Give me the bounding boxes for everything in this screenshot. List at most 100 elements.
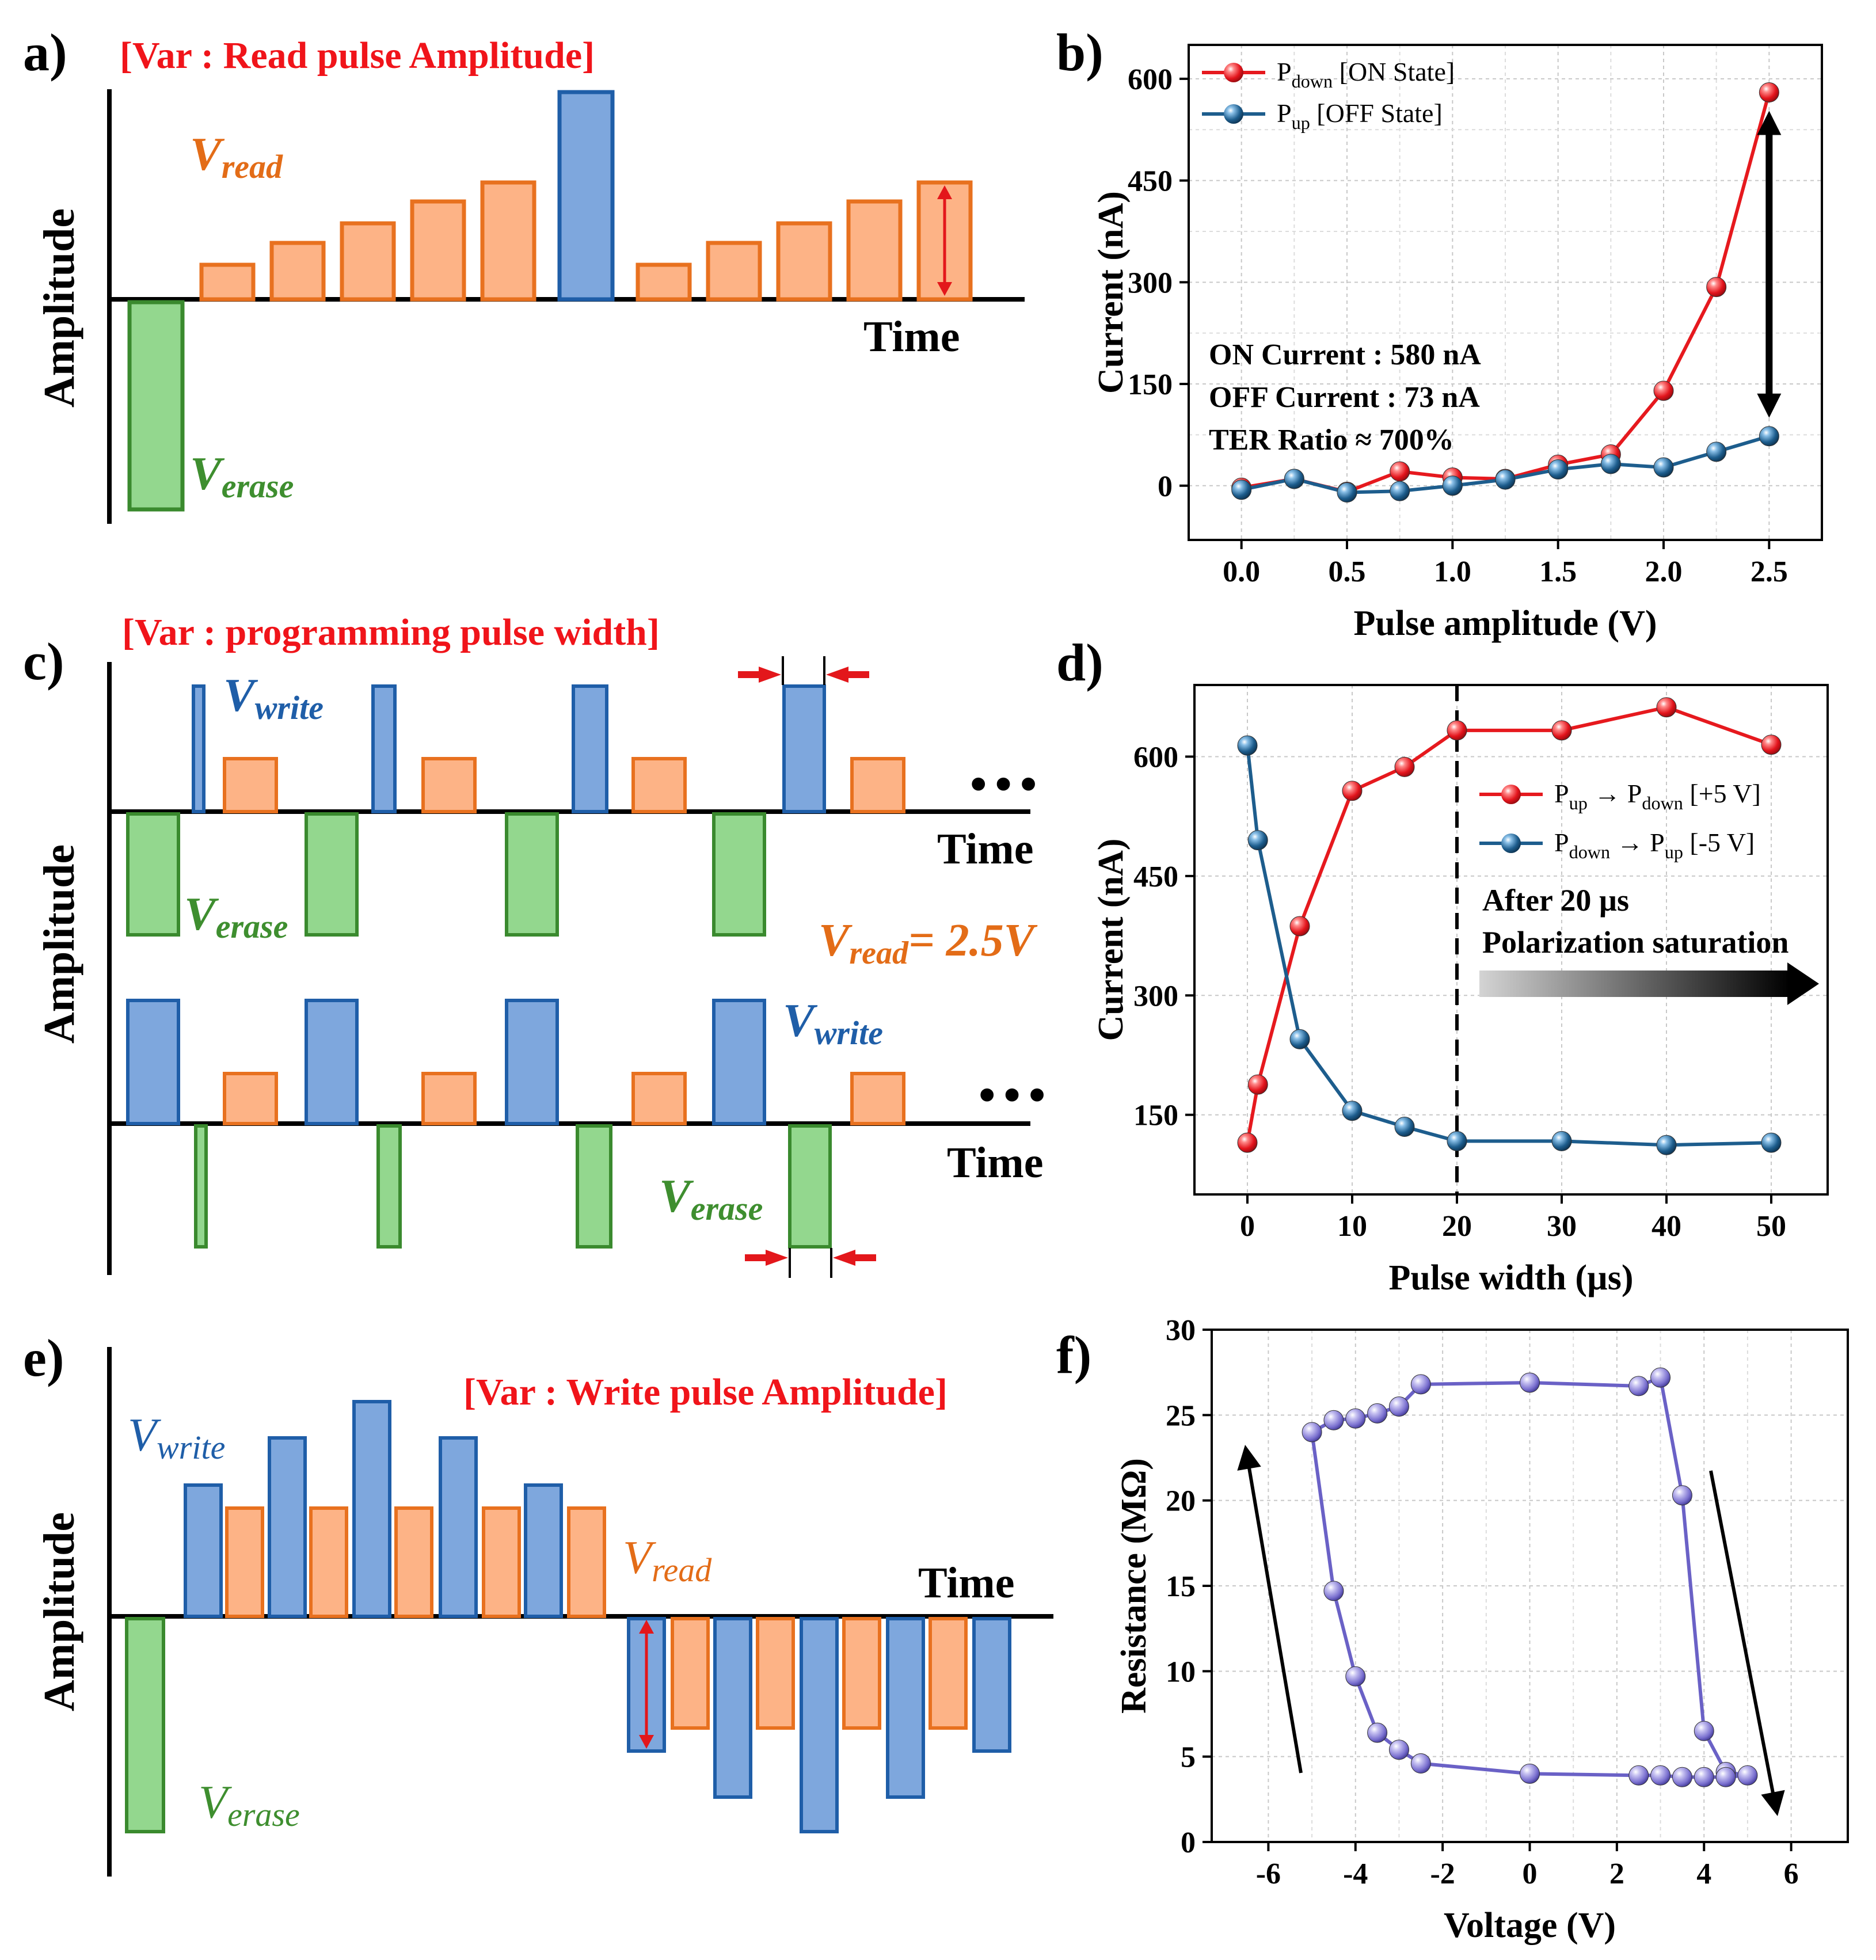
plot-frame bbox=[1188, 44, 1823, 541]
x-tick-label: 40 bbox=[1652, 1210, 1681, 1243]
panel-c: c) [Var : programming pulse width] Ampli… bbox=[23, 611, 1045, 1278]
x-tick-label: 0 bbox=[1240, 1210, 1255, 1243]
resistance-loop-point bbox=[1628, 1765, 1649, 1786]
resistance-loop-point bbox=[1737, 1765, 1758, 1786]
down-to-up-series-point bbox=[1447, 1131, 1467, 1151]
write-pulse bbox=[557, 90, 615, 302]
panel-c-label: c) bbox=[23, 632, 64, 691]
x-tick-label: 0.0 bbox=[1223, 555, 1260, 588]
on-off-arrow-head bbox=[1757, 111, 1782, 135]
panel-e-amplitude-arrow bbox=[639, 1620, 654, 1749]
up-to-down-series-point bbox=[1656, 697, 1677, 718]
panel-e-vread-label: Vread bbox=[623, 1531, 712, 1589]
down-to-up-series-point bbox=[1656, 1135, 1677, 1155]
annotation: After 20 µs bbox=[1482, 883, 1629, 918]
legend-marker bbox=[1501, 785, 1521, 804]
erase-pulse bbox=[576, 1124, 612, 1249]
read-pulse bbox=[223, 1072, 278, 1125]
read-pulse bbox=[636, 262, 692, 302]
read-pulse bbox=[706, 241, 762, 302]
x-tick-label: 1.0 bbox=[1434, 555, 1471, 588]
erase-pulse bbox=[788, 1124, 832, 1249]
read-pulse bbox=[482, 1506, 521, 1618]
write-pulse bbox=[524, 1483, 563, 1618]
x-tick-label: 2 bbox=[1609, 1858, 1624, 1890]
legend-entry: Pdown [ON State] bbox=[1277, 57, 1455, 92]
resistance-loop-point bbox=[1520, 1372, 1540, 1393]
up-to-down-series-point bbox=[1289, 916, 1310, 937]
write-pulse bbox=[712, 999, 766, 1125]
panel-e-var-title: [Var : Write pulse Amplitude] bbox=[463, 1371, 947, 1413]
read-pulse bbox=[309, 1506, 348, 1618]
pdown-series-point bbox=[1390, 461, 1410, 482]
write-pulse bbox=[305, 999, 359, 1125]
y-tick-label: 0 bbox=[1181, 1826, 1196, 1859]
panel-a-ylabel: Amplitude bbox=[35, 208, 83, 408]
y-tick-label: 20 bbox=[1166, 1485, 1196, 1518]
annotation: OFF Current : 73 nA bbox=[1209, 381, 1480, 414]
panel-c-ylabel: Amplitude bbox=[35, 844, 83, 1044]
write-pulse bbox=[505, 999, 559, 1125]
y-tick-label: 300 bbox=[1133, 980, 1178, 1013]
erase-pulse bbox=[376, 1124, 402, 1249]
y-tick-label: 600 bbox=[1133, 741, 1178, 774]
write-pulse bbox=[886, 1617, 925, 1799]
x-tick-label: 6 bbox=[1784, 1858, 1799, 1890]
read-pulse bbox=[929, 1617, 968, 1730]
resistance-loop-point bbox=[1367, 1403, 1388, 1424]
pup-series-point bbox=[1495, 469, 1516, 490]
y-tick-label: 300 bbox=[1128, 267, 1173, 299]
read-pulse bbox=[199, 262, 256, 302]
panel-c-continuation-dots-1: ••• bbox=[970, 758, 1045, 811]
sweep-arrow-up bbox=[1247, 1467, 1303, 1773]
y-axis-label: Current (nA) bbox=[1091, 191, 1131, 394]
pup-series-point bbox=[1653, 457, 1674, 478]
x-tick-label: 4 bbox=[1696, 1858, 1711, 1890]
pup-series-point bbox=[1390, 481, 1410, 501]
write-pulse bbox=[371, 684, 397, 813]
down-to-up-series-point bbox=[1551, 1131, 1572, 1151]
annotation: ON Current : 580 nA bbox=[1209, 338, 1481, 371]
resistance-loop-point bbox=[1323, 1581, 1344, 1601]
panel-e: e) [Var : Write pulse Amplitude] Amplitu… bbox=[23, 1329, 1053, 1877]
chart-f: -6 -4 -2 0 2 4 6 0 5 10 15 20 25 30 Voltage (V) Resista… bbox=[1114, 1314, 1849, 1945]
erase-pulse bbox=[127, 300, 185, 512]
x-tick-label: 10 bbox=[1337, 1210, 1367, 1243]
y-tick-label: 0 bbox=[1158, 470, 1173, 503]
resistance-loop-point bbox=[1367, 1722, 1388, 1743]
write-pulse bbox=[184, 1483, 223, 1618]
down-to-up-series-point bbox=[1247, 830, 1268, 851]
pup-series-point bbox=[1231, 479, 1252, 500]
panel-c-verase-label-2: Verase bbox=[659, 1170, 763, 1227]
saturation-gradient-bar bbox=[1479, 971, 1790, 997]
panel-a-vread-label: Vread bbox=[190, 128, 283, 185]
panel-e-ylabel: Amplitude bbox=[35, 1512, 83, 1711]
y-tick-label: 450 bbox=[1128, 165, 1173, 198]
panel-c-var-title: [Var : programming pulse width] bbox=[122, 611, 660, 653]
x-tick-label: 0 bbox=[1523, 1858, 1538, 1890]
panel-c-verase-label-1: Verase bbox=[184, 888, 288, 945]
x-tick-label: -2 bbox=[1430, 1858, 1455, 1890]
write-pulse bbox=[972, 1617, 1011, 1753]
resistance-loop-point bbox=[1694, 1767, 1714, 1787]
panel-c-time-label-2: Time bbox=[947, 1139, 1043, 1187]
read-pulse bbox=[846, 199, 903, 302]
up-to-down-series-point bbox=[1247, 1074, 1268, 1095]
legend-entry: Pup [OFF State] bbox=[1277, 98, 1443, 133]
resistance-loop-point bbox=[1628, 1376, 1649, 1396]
read-pulse bbox=[631, 757, 687, 813]
panel-a-label: a) bbox=[23, 23, 67, 82]
on-off-arrow-head bbox=[1757, 393, 1782, 418]
pup-series-point bbox=[1548, 459, 1569, 479]
write-pulse bbox=[572, 684, 608, 813]
legend-entry: Pup → Pdown [+5 V] bbox=[1554, 779, 1761, 813]
panel-a-verase-label: Verase bbox=[190, 447, 294, 505]
y-axis-label: Resistance (MΩ) bbox=[1114, 1458, 1154, 1714]
panel-c-vread-equals-label: Vread= 2.5V bbox=[819, 915, 1038, 971]
write-pulse bbox=[800, 1617, 839, 1833]
resistance-loop-point bbox=[1650, 1765, 1671, 1786]
x-axis-label: Pulse amplitude (V) bbox=[1354, 604, 1657, 643]
y-tick-label: 25 bbox=[1166, 1399, 1196, 1432]
read-pulse bbox=[410, 199, 466, 302]
pup-series-point bbox=[1759, 426, 1779, 447]
